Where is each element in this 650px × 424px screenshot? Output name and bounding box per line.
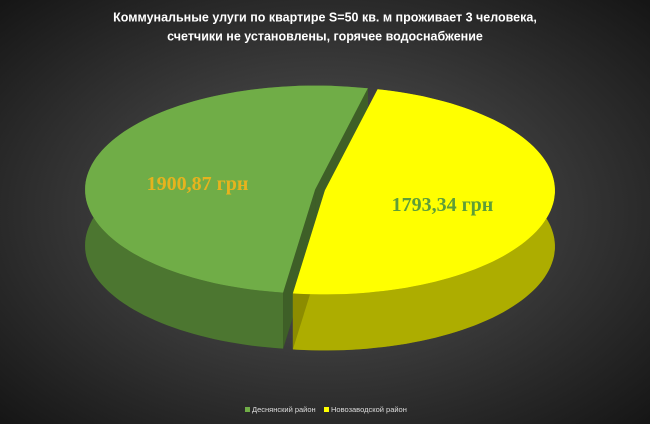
chart-title: счетчики не установлены, горячее водосна… xyxy=(167,29,483,43)
slice xyxy=(85,85,368,293)
legend-label: Новозаводской район xyxy=(331,405,407,414)
legend-label: Деснянский район xyxy=(252,405,316,414)
slice-cut-face xyxy=(283,189,316,349)
legend-swatch xyxy=(324,407,329,412)
chart-title: Коммунальные улуги по квартире S=50 кв. … xyxy=(113,10,537,24)
slice xyxy=(292,89,555,295)
legend-swatch xyxy=(245,407,250,412)
data-label: 1793,34 грн xyxy=(392,194,494,216)
data-label: 1900,87 грн xyxy=(147,173,249,195)
